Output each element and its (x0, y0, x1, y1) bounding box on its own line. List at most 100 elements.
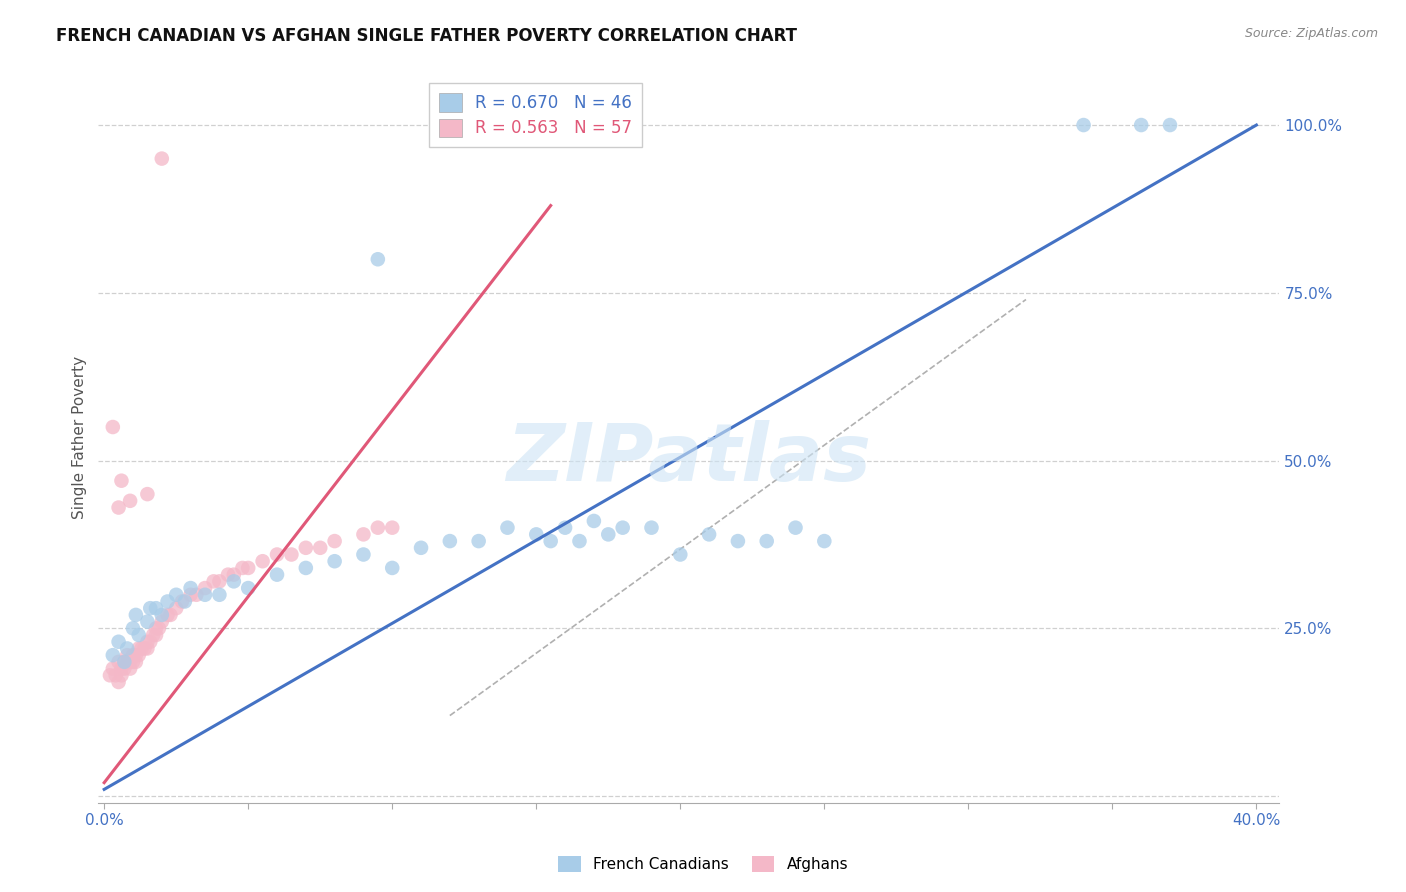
Point (180, 588, 202, 602)
Point (1130, 118, 1153, 132)
Point (785, 521, 807, 535)
Point (222, 574, 245, 589)
Point (110, 662, 132, 676)
Point (295, 541, 318, 555)
Point (134, 641, 156, 656)
Point (125, 655, 148, 669)
Point (112, 655, 135, 669)
Point (122, 648, 145, 662)
Point (159, 607, 181, 622)
Point (409, 541, 432, 555)
Point (309, 541, 332, 555)
Point (101, 662, 124, 676)
Point (540, 534, 562, 549)
Point (208, 588, 231, 602)
Point (323, 554, 346, 568)
Point (128, 628, 150, 642)
Point (139, 601, 162, 615)
Point (266, 567, 288, 582)
Point (122, 621, 145, 635)
Point (568, 534, 591, 549)
Point (669, 548, 692, 562)
Point (222, 567, 245, 582)
Point (238, 561, 260, 575)
Point (467, 534, 489, 549)
Point (266, 548, 288, 562)
Point (112, 655, 135, 669)
Point (128, 648, 150, 662)
Point (352, 548, 374, 562)
Point (101, 420, 124, 434)
Point (598, 527, 620, 541)
Point (136, 634, 159, 648)
Point (128, 641, 150, 656)
Point (381, 521, 404, 535)
Point (280, 548, 302, 562)
Point (156, 594, 179, 608)
Legend: R = 0.670   N = 46, R = 0.563   N = 57: R = 0.670 N = 46, R = 0.563 N = 57 (429, 83, 643, 147)
Point (156, 607, 179, 622)
Point (150, 615, 173, 629)
Point (1159, 118, 1181, 132)
Point (122, 655, 145, 669)
Point (582, 514, 605, 528)
Point (727, 534, 749, 549)
Point (125, 607, 148, 622)
Point (125, 648, 148, 662)
Point (107, 634, 129, 648)
Point (139, 634, 162, 648)
Point (110, 474, 132, 488)
Point (252, 554, 274, 568)
Point (496, 521, 519, 535)
Point (107, 500, 129, 515)
Point (238, 581, 260, 595)
Point (145, 601, 167, 615)
Point (136, 615, 159, 629)
Point (142, 628, 165, 642)
Point (194, 581, 217, 595)
Point (165, 601, 187, 615)
Point (173, 594, 195, 608)
Point (98, 668, 121, 682)
Point (131, 641, 153, 656)
Point (115, 648, 138, 662)
Point (381, 561, 404, 575)
Point (1073, 118, 1095, 132)
Point (186, 588, 208, 602)
Point (367, 521, 389, 535)
Text: ZIPatlas: ZIPatlas (506, 420, 872, 498)
Point (612, 521, 634, 535)
Point (150, 607, 173, 622)
Point (136, 641, 159, 656)
Point (813, 534, 835, 549)
Point (148, 621, 170, 635)
Point (101, 648, 124, 662)
Point (697, 527, 720, 541)
Point (145, 621, 167, 635)
Point (150, 152, 173, 166)
Point (170, 594, 193, 608)
Point (295, 561, 318, 575)
Point (110, 668, 132, 682)
Point (194, 588, 217, 602)
Y-axis label: Single Father Poverty: Single Father Poverty (72, 356, 87, 518)
Point (231, 561, 253, 575)
Point (217, 567, 239, 582)
Point (367, 252, 389, 267)
Point (120, 662, 142, 676)
Point (107, 655, 129, 669)
Point (180, 581, 202, 595)
Point (104, 668, 127, 682)
Point (107, 675, 129, 690)
Point (755, 534, 778, 549)
Point (120, 655, 142, 669)
Point (352, 527, 374, 541)
Point (120, 493, 142, 508)
Text: Source: ZipAtlas.com: Source: ZipAtlas.com (1244, 27, 1378, 40)
Point (145, 628, 167, 642)
Point (165, 588, 187, 602)
Point (439, 534, 461, 549)
Point (524, 527, 547, 541)
Point (115, 655, 138, 669)
Point (136, 487, 159, 501)
